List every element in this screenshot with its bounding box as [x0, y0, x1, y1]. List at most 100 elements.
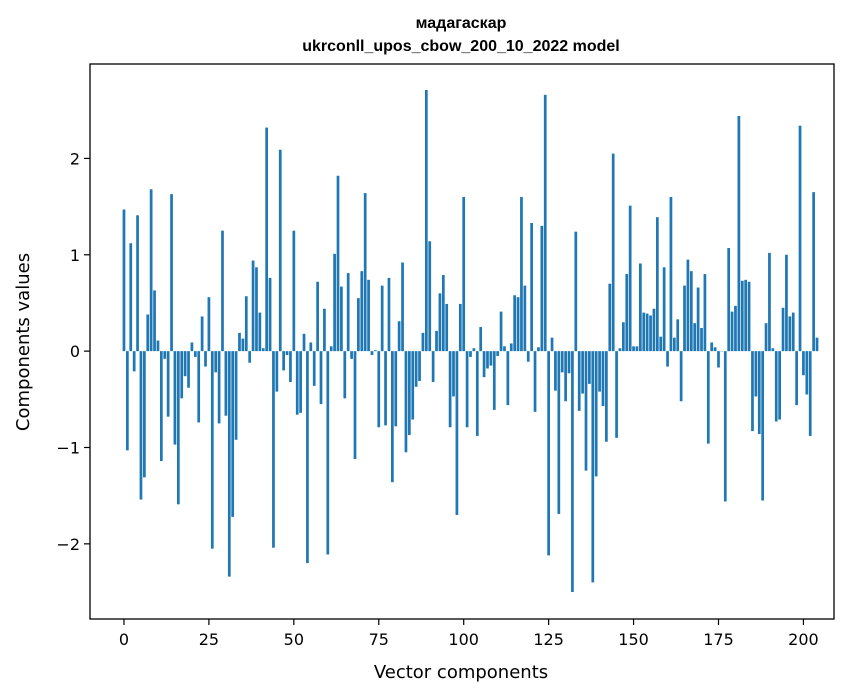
bar	[639, 263, 642, 352]
bar	[187, 351, 190, 388]
bar	[306, 351, 309, 564]
bar	[193, 351, 197, 357]
bar	[380, 285, 384, 352]
bar	[295, 351, 299, 415]
bar	[452, 351, 455, 397]
bar	[407, 351, 411, 435]
bar	[329, 346, 333, 352]
bar	[686, 259, 690, 352]
bar	[363, 193, 367, 352]
bar	[261, 348, 265, 352]
bar	[662, 267, 666, 352]
bar	[574, 231, 578, 352]
y-tick-label: 2	[70, 149, 80, 168]
bar	[319, 351, 323, 405]
bar	[275, 351, 279, 392]
bar	[571, 351, 574, 593]
bar	[241, 338, 245, 352]
bar	[730, 311, 734, 352]
y-tick-label: 1	[70, 246, 80, 265]
bar	[217, 351, 221, 424]
bar	[479, 327, 483, 352]
bar	[132, 351, 136, 372]
bar	[706, 351, 710, 444]
bar	[435, 330, 438, 352]
bar	[448, 351, 452, 428]
bar	[299, 351, 302, 413]
bar	[159, 351, 163, 461]
bar	[632, 346, 635, 352]
bar	[387, 277, 391, 352]
bar	[227, 351, 231, 577]
bar	[635, 346, 639, 352]
bar	[350, 351, 353, 359]
bar	[404, 351, 408, 453]
bar	[717, 351, 720, 368]
bar	[577, 351, 581, 411]
bar	[737, 116, 741, 352]
bar	[723, 351, 727, 502]
bar	[540, 225, 544, 352]
bar	[564, 351, 567, 402]
bar	[757, 351, 761, 434]
bar	[316, 281, 319, 352]
bar	[781, 307, 785, 352]
bar	[180, 351, 184, 399]
x-tick-label: 50	[284, 630, 304, 649]
bar	[771, 348, 775, 352]
y-tick-label: −1	[56, 438, 80, 457]
bar	[598, 351, 601, 392]
bar	[391, 351, 394, 483]
bar	[601, 351, 605, 407]
bar	[289, 351, 292, 382]
bar	[143, 351, 146, 478]
bar	[343, 351, 347, 399]
bar	[802, 351, 805, 376]
bar	[530, 222, 533, 352]
bar	[560, 351, 564, 373]
bar	[401, 262, 404, 352]
bar	[581, 351, 584, 394]
bar	[710, 342, 714, 352]
bar	[608, 283, 612, 352]
bar	[221, 230, 224, 352]
bar	[700, 328, 703, 352]
bar	[506, 351, 510, 406]
bar	[126, 351, 129, 451]
bar	[251, 260, 255, 352]
bar	[462, 196, 466, 352]
bar	[808, 351, 812, 436]
bar	[516, 297, 520, 352]
bar	[234, 351, 238, 440]
x-tick-label: 100	[448, 630, 479, 649]
bar	[146, 314, 150, 352]
bar	[547, 351, 550, 556]
bar	[499, 311, 503, 352]
x-axis-label: Vector components	[374, 662, 548, 683]
bar	[727, 248, 731, 352]
bar	[652, 308, 656, 352]
bar	[458, 303, 462, 352]
bar	[370, 351, 374, 355]
chart-title: мадагаскар	[416, 15, 507, 32]
bar	[754, 351, 758, 397]
bar	[136, 215, 139, 352]
x-tick-label: 75	[369, 630, 389, 649]
bar	[761, 351, 765, 501]
bar	[611, 153, 615, 352]
bar	[696, 287, 700, 352]
bar	[149, 189, 153, 352]
x-tick-label: 150	[618, 630, 649, 649]
bar	[312, 351, 316, 386]
y-tick-label: 0	[70, 342, 80, 361]
bar	[170, 194, 173, 352]
bar	[683, 285, 686, 352]
bar	[693, 323, 697, 352]
bar	[669, 196, 673, 352]
bar	[360, 271, 364, 352]
bar	[703, 274, 707, 352]
bar	[812, 192, 815, 352]
x-tick-label: 175	[703, 630, 734, 649]
bar	[591, 351, 595, 583]
